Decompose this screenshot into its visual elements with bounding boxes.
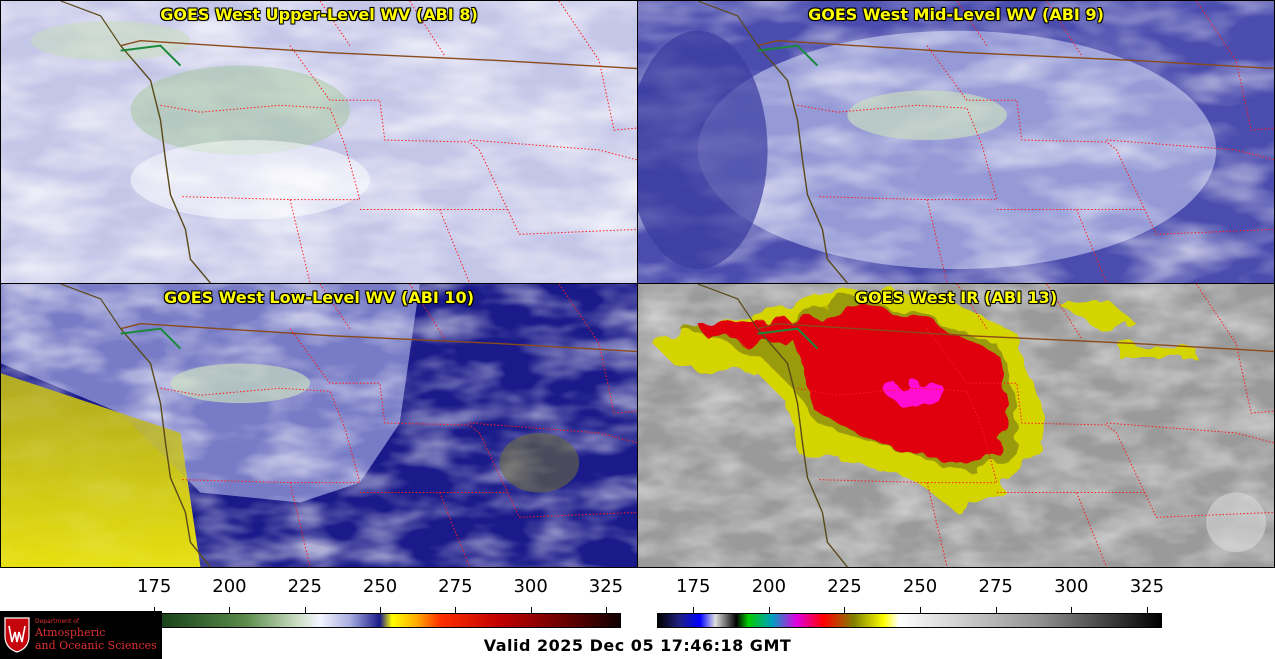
colorbar-tick-mark xyxy=(154,607,156,613)
panel-ir: GOES West IR (ABI 13) xyxy=(637,283,1275,568)
colorbar-tick-mark xyxy=(1146,607,1148,613)
panel-upper-level-wv: GOES West Upper-Level WV (ABI 8) xyxy=(0,0,638,284)
colorbar-tick-label: 250 xyxy=(902,576,938,597)
ir-colorbar: 175 200 225 250 275 300 325 xyxy=(637,572,1275,632)
ir-image xyxy=(638,284,1274,567)
upper-wv-borders xyxy=(60,1,637,283)
ir-colorbar-bar xyxy=(657,613,1162,628)
panel-title: GOES West Low-Level WV (ABI 10) xyxy=(163,288,474,307)
low-wv-image xyxy=(1,284,637,567)
mid-wv-borders xyxy=(697,1,1274,283)
panel-title: GOES West Upper-Level WV (ABI 8) xyxy=(160,5,478,24)
logo-dept-text: Department of xyxy=(35,618,79,625)
wv-colorbar-ticks: 175 200 225 250 275 300 325 xyxy=(0,572,638,602)
colorbar-tick-label: 275 xyxy=(978,576,1013,597)
ir-borders xyxy=(697,284,1274,567)
upper-wv-image xyxy=(1,1,637,283)
colorbar-tick-mark xyxy=(605,607,607,613)
colorbar-tick-mark xyxy=(229,607,231,613)
uw-crest-icon xyxy=(4,617,30,653)
colorbar-tick-label: 225 xyxy=(827,576,862,597)
colorbar-tick-mark xyxy=(455,607,457,613)
colorbar-tick-mark xyxy=(768,607,770,613)
colorbar-tick-mark xyxy=(920,607,922,613)
colorbar-tick-mark xyxy=(844,607,846,613)
colorbar-tick-label: 300 xyxy=(1054,576,1089,597)
logo-line-1: Atmospheric xyxy=(35,626,106,639)
mid-wv-image xyxy=(638,1,1274,283)
low-wv-borders xyxy=(60,284,637,567)
colorbar-tick-label: 250 xyxy=(362,576,398,597)
panel-title: GOES West Mid-Level WV (ABI 9) xyxy=(808,5,1104,24)
colorbar-tick-label: 325 xyxy=(588,576,624,597)
panel-low-level-wv: GOES West Low-Level WV (ABI 10) xyxy=(0,283,638,568)
colorbar-tick-mark xyxy=(693,607,695,613)
ir-colorbar-ticks: 175 200 225 250 275 300 325 xyxy=(637,572,1275,602)
colorbar-tick-mark xyxy=(1071,607,1073,613)
colorbar-tick-mark xyxy=(304,607,306,613)
wv-colorbar: 175 200 225 250 275 300 325 xyxy=(0,572,638,632)
colorbar-tick-label: 200 xyxy=(751,576,787,597)
colorbar-tick-label: 275 xyxy=(438,576,473,597)
colorbar-tick-mark xyxy=(995,607,997,613)
colorbar-tick-label: 300 xyxy=(513,576,548,597)
colorbar-tick-label: 175 xyxy=(136,576,172,597)
valid-time: Valid 2025 Dec 05 17:46:18 GMT xyxy=(483,636,792,655)
panel-title: GOES West IR (ABI 13) xyxy=(854,288,1058,307)
aos-logo: Department of Atmospheric and Oceanic Sc… xyxy=(0,611,162,659)
logo-line-2: and Oceanic Sciences xyxy=(35,639,157,652)
colorbar-tick-label: 325 xyxy=(1129,576,1165,597)
panel-mid-level-wv: GOES West Mid-Level WV (ABI 9) xyxy=(637,0,1275,284)
colorbar-tick-mark xyxy=(530,607,532,613)
colorbar-tick-label: 225 xyxy=(287,576,322,597)
colorbar-tick-label: 200 xyxy=(212,576,247,597)
wv-colorbar-bar xyxy=(115,613,621,628)
colorbar-tick-mark xyxy=(380,607,382,613)
colorbar-tick-label: 175 xyxy=(676,576,711,597)
